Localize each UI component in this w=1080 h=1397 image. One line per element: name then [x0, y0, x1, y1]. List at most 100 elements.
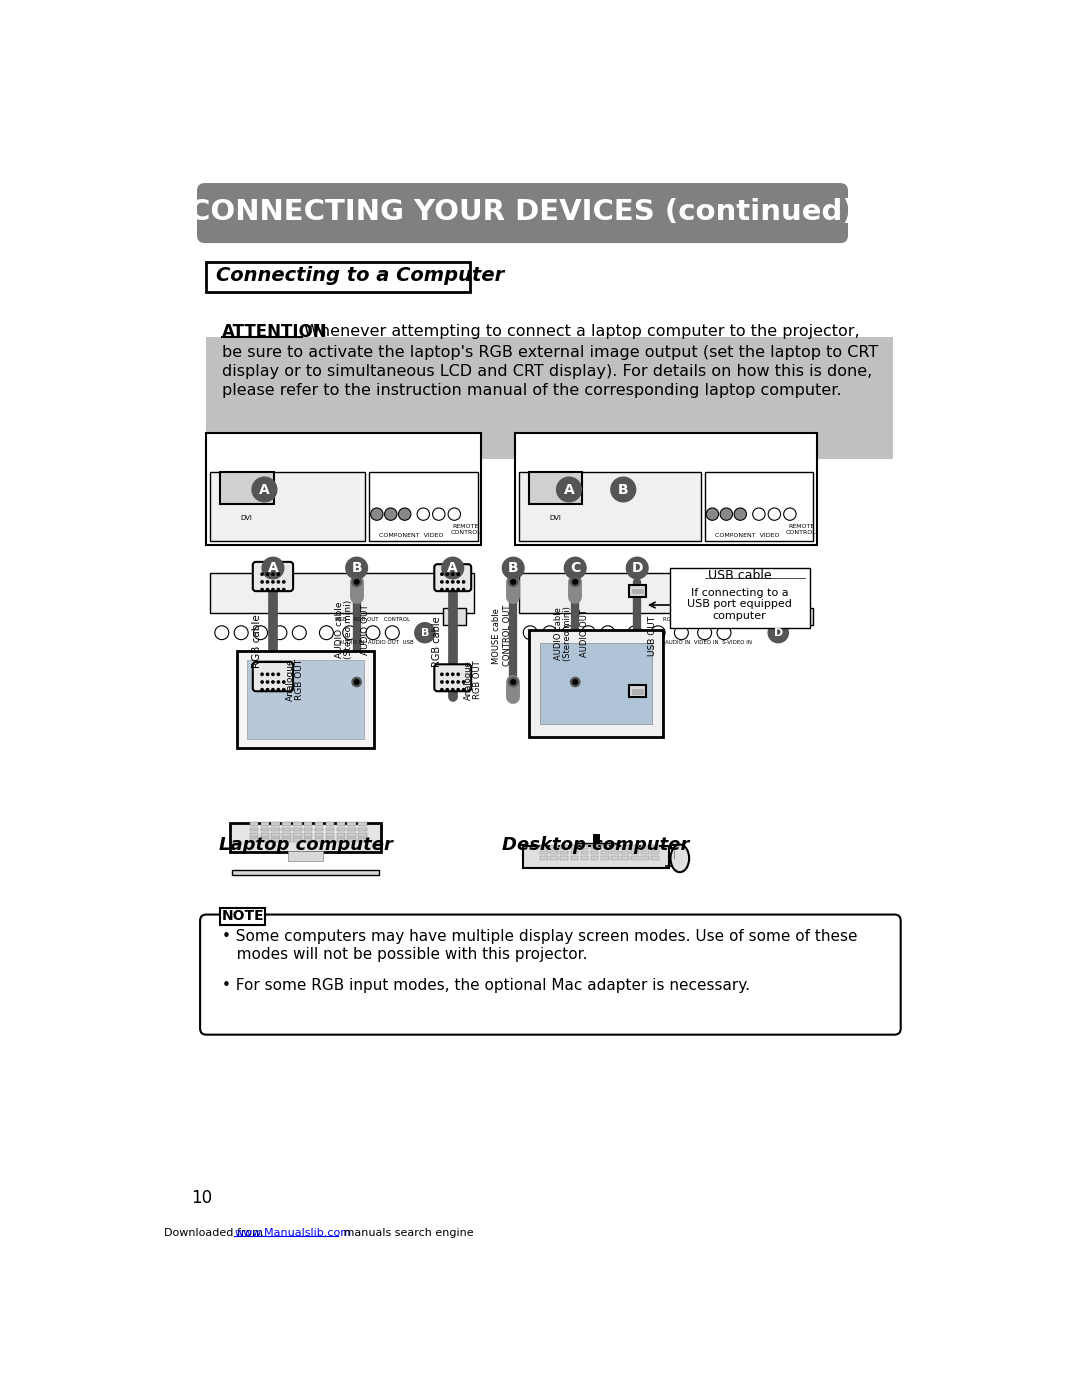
Bar	[611, 845, 619, 849]
Bar	[540, 851, 548, 855]
Bar	[561, 856, 568, 861]
Text: AUDIO cable: AUDIO cable	[335, 601, 345, 658]
Bar	[581, 856, 589, 861]
Text: (Stereo mini): (Stereo mini)	[563, 606, 572, 661]
Text: A: A	[259, 482, 270, 496]
Circle shape	[457, 581, 459, 583]
Bar	[642, 856, 649, 861]
Circle shape	[734, 509, 746, 520]
Text: D: D	[632, 562, 643, 576]
Bar	[591, 851, 598, 855]
Text: AUDIO OUT: AUDIO OUT	[580, 609, 589, 658]
Circle shape	[399, 509, 410, 520]
Bar	[211, 472, 365, 541]
Circle shape	[511, 680, 515, 685]
Bar	[314, 838, 323, 842]
Circle shape	[278, 680, 280, 683]
Bar	[359, 838, 367, 842]
Circle shape	[441, 573, 443, 576]
Bar	[570, 845, 578, 849]
Circle shape	[262, 557, 284, 578]
FancyBboxPatch shape	[670, 569, 810, 629]
Circle shape	[441, 673, 443, 676]
Circle shape	[446, 573, 448, 576]
Circle shape	[570, 678, 580, 686]
Bar	[570, 851, 578, 855]
Text: A: A	[564, 482, 575, 496]
Text: B: B	[508, 562, 518, 576]
FancyBboxPatch shape	[253, 562, 293, 591]
Circle shape	[352, 577, 362, 587]
Bar	[326, 827, 334, 831]
Circle shape	[278, 573, 280, 576]
Bar	[551, 845, 558, 849]
Circle shape	[446, 588, 448, 591]
Text: COMPONENT  VIDEO: COMPONENT VIDEO	[715, 534, 780, 538]
Bar	[293, 833, 301, 837]
Bar	[282, 827, 291, 831]
Bar	[651, 851, 659, 855]
Bar	[271, 827, 280, 831]
Bar	[293, 823, 301, 826]
Circle shape	[446, 689, 448, 692]
Text: display or to simultaneous LCD and CRT display). For details on how this is done: display or to simultaneous LCD and CRT d…	[221, 365, 872, 379]
Circle shape	[451, 673, 454, 676]
Bar	[591, 845, 598, 849]
Bar	[211, 573, 474, 613]
Bar	[326, 838, 334, 842]
Bar	[359, 823, 367, 826]
Circle shape	[511, 580, 515, 584]
Circle shape	[462, 588, 464, 591]
Circle shape	[768, 623, 788, 643]
FancyBboxPatch shape	[220, 472, 273, 504]
Text: RGB OUT: RGB OUT	[473, 661, 482, 698]
Bar	[326, 833, 334, 837]
FancyBboxPatch shape	[230, 823, 381, 852]
Circle shape	[457, 689, 459, 692]
Bar	[271, 823, 280, 826]
Circle shape	[354, 680, 359, 685]
Circle shape	[267, 689, 269, 692]
Bar	[561, 851, 568, 855]
Bar	[314, 823, 323, 826]
Bar	[249, 833, 258, 837]
Bar	[303, 823, 312, 826]
Bar	[260, 833, 269, 837]
Circle shape	[354, 580, 359, 584]
Text: RGB cable: RGB cable	[432, 616, 442, 666]
Circle shape	[261, 573, 264, 576]
Text: 10: 10	[191, 1189, 212, 1207]
Text: Downloaded from: Downloaded from	[164, 1228, 267, 1238]
Text: Desktop computer: Desktop computer	[502, 837, 690, 854]
Bar	[314, 827, 323, 831]
Bar	[249, 827, 258, 831]
Circle shape	[556, 478, 581, 502]
Circle shape	[252, 478, 276, 502]
Bar	[611, 856, 619, 861]
Circle shape	[572, 580, 578, 584]
Bar	[651, 845, 659, 849]
Text: (Stereo mini): (Stereo mini)	[345, 601, 353, 659]
Circle shape	[267, 573, 269, 576]
Text: www.Manualslib.com: www.Manualslib.com	[234, 1228, 351, 1238]
Bar	[326, 823, 334, 826]
Circle shape	[570, 577, 580, 587]
Text: • For some RGB input modes, the optional Mac adapter is necessary.: • For some RGB input modes, the optional…	[221, 978, 750, 993]
Bar	[515, 433, 816, 545]
Text: RGB cable: RGB cable	[253, 615, 262, 668]
Circle shape	[441, 588, 443, 591]
Bar	[518, 573, 809, 613]
Bar	[260, 823, 269, 826]
Bar	[260, 838, 269, 842]
Circle shape	[278, 673, 280, 676]
Circle shape	[451, 581, 454, 583]
Circle shape	[370, 509, 383, 520]
Bar	[651, 856, 659, 861]
Bar	[561, 845, 568, 849]
Bar	[600, 851, 608, 855]
Text: please refer to the instruction manual of the corresponding laptop computer.: please refer to the instruction manual o…	[221, 383, 841, 398]
Bar	[629, 585, 646, 598]
FancyBboxPatch shape	[238, 651, 374, 749]
Text: Whenever attempting to connect a laptop computer to the projector,: Whenever attempting to connect a laptop …	[303, 324, 860, 339]
Text: RGB    RGB OUT   CONTROL: RGB RGB OUT CONTROL	[663, 617, 739, 622]
